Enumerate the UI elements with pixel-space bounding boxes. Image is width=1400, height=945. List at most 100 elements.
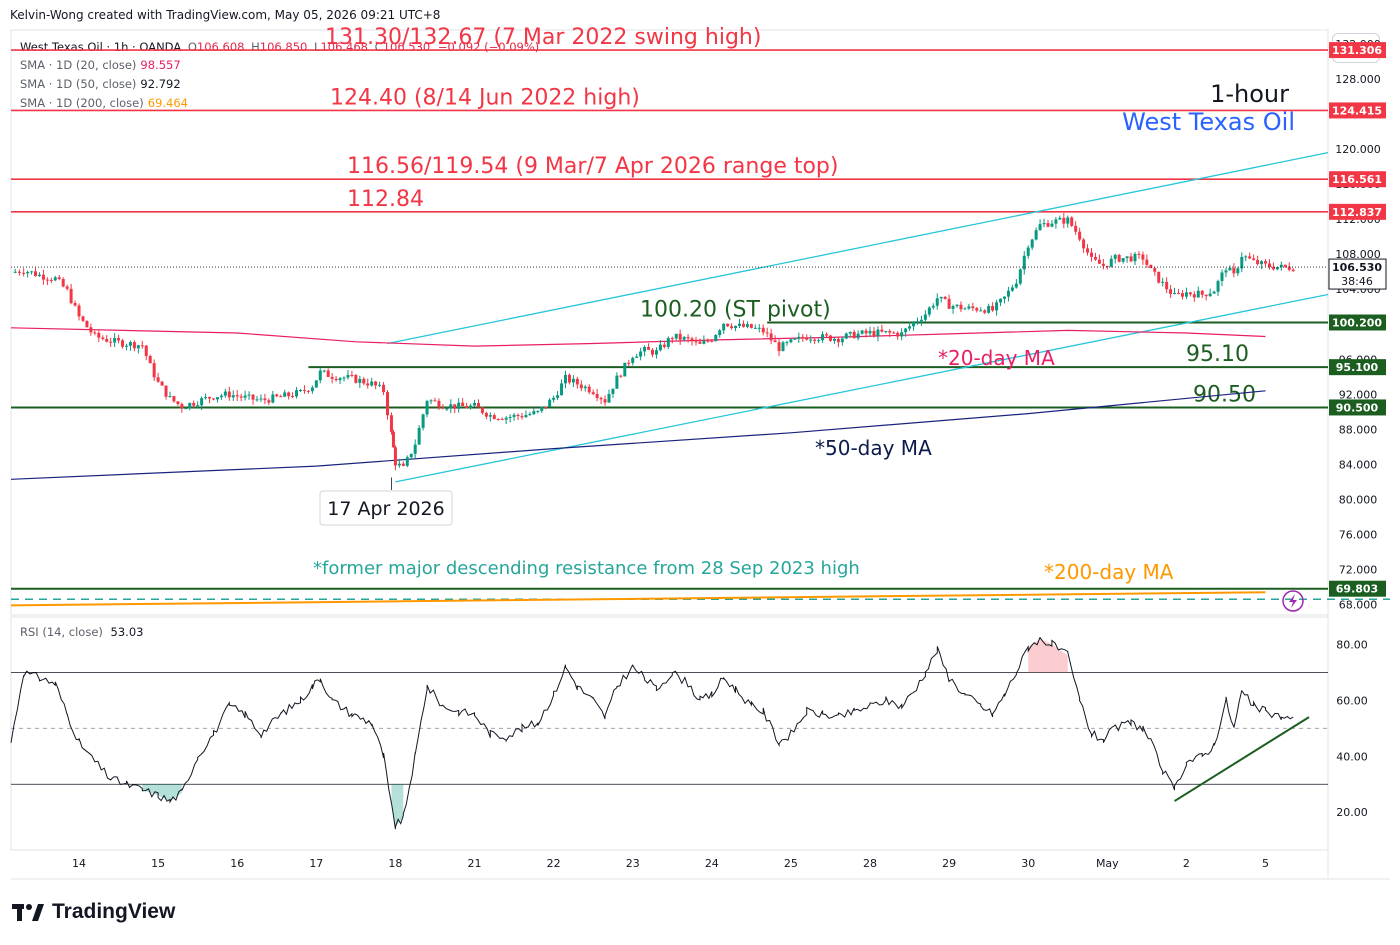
candle-body [1256,259,1260,265]
candle-body [556,395,560,398]
candle-body [540,406,544,411]
candle-body [508,416,512,418]
candle-body [1030,239,1034,248]
candle-body [1216,281,1220,292]
level-tag-6: 90.500 [1329,399,1386,416]
candle-body [109,341,113,343]
candle-body [654,350,658,355]
candle-body [1014,283,1018,288]
candle-body [520,416,524,418]
price-tick-label-13: 80.000 [1339,493,1378,506]
candle-body [805,338,809,340]
level-tag-text-1: 124.415 [1332,104,1382,117]
candle-body [1267,263,1271,268]
level-tag-5: 95.100 [1329,359,1386,376]
candle-body [1291,269,1295,272]
time-tick-label-4: 18 [388,857,402,870]
candle-body [97,332,101,338]
candle-body [1105,265,1109,267]
candle-body [140,345,144,347]
level-tag-bg-3 [1329,203,1386,220]
candle-body [927,307,931,315]
level-tag-text-5: 95.100 [1336,361,1379,374]
level-tag-bg-0 [1329,42,1386,59]
candle-body [623,362,627,377]
candle-body [955,304,959,307]
candle-body [516,414,520,417]
candle-body [1252,258,1256,260]
candle-body [607,393,611,403]
candle-body [876,329,880,337]
candle-body [492,415,496,420]
candle-body [1192,294,1196,298]
candle-body [844,333,848,339]
candle-body [330,376,334,379]
low-callout-box [319,490,453,526]
candle-body [619,375,623,377]
candle-body [773,340,777,343]
candle-body [512,414,516,417]
candle-body [856,333,860,339]
candle-body [963,308,967,310]
candle-body [310,387,314,392]
candle-body [1093,256,1097,260]
candle-body [1177,292,1181,294]
candle-body [817,340,821,342]
candle-body [61,278,65,287]
candle-body [164,385,168,397]
time-tick-label-2: 16 [230,857,244,870]
level-label-0: 131.30/132.67 (7 Mar 2022 swing high) [325,25,761,50]
level-tag-3: 112.837 [1329,203,1386,220]
candle-body [832,338,836,341]
candle-body [852,331,856,339]
candle-body [1117,254,1121,262]
rsi-tick-label-0: 80.00 [1336,638,1368,651]
candle-body [777,342,781,352]
tradingview-mark-icon [12,904,44,921]
candle-body [706,340,710,342]
candle-body [409,453,413,458]
candle-body [1184,292,1188,297]
time-tick-label-12: 30 [1021,857,1035,870]
level-label-4: 100.20 (ST pivot) [640,298,831,323]
candle-body [1165,281,1169,290]
candle-body [769,333,773,341]
candle-body [884,331,888,333]
last-price-tag-bg [1328,258,1387,290]
candle-body [1113,254,1117,259]
candle-body [718,330,722,336]
sma20-line [10,327,1266,347]
candle-body [128,342,132,346]
rsi-label: RSI (14, close) [20,625,103,639]
time-tick-label-13: May [1096,857,1119,870]
candle-body [579,384,583,389]
candle-body [686,337,690,339]
candle-body [548,399,552,407]
price-tick-label-1: 128.000 [1335,73,1381,86]
candle-body [500,419,504,421]
candle-body [726,323,730,327]
candle-body [1157,271,1161,283]
candle-body [469,405,473,409]
candle-body [690,338,694,342]
candle-body [900,332,904,337]
candle-body [1022,255,1026,270]
level-tag-bg-1 [1329,102,1386,119]
candle-body [1086,248,1090,253]
time-tick-label-7: 23 [626,857,640,870]
level-tag-bg-7 [1329,580,1386,597]
candle-body [73,303,77,306]
candle-body [267,400,271,403]
candle-body [753,327,757,329]
candle-body [710,340,714,342]
candle-body [1244,256,1248,258]
candle-body [271,394,275,403]
candle-body [643,346,647,352]
candle-body [1228,267,1232,271]
candle-body [354,375,358,383]
candle-body [263,398,267,401]
candle-body [227,391,231,398]
candle-body [813,339,817,341]
candle-body [587,386,591,393]
